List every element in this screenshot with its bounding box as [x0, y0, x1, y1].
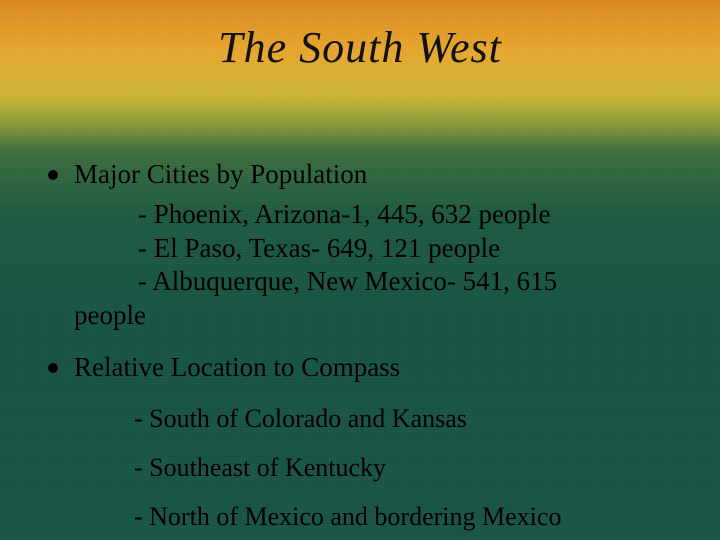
sub-line-tail: people	[74, 299, 680, 333]
sub-line: - Albuquerque, New Mexico- 541, 615	[138, 265, 680, 299]
bullet-icon	[48, 363, 58, 373]
bullet-item: Relative Location to Compass	[48, 351, 680, 385]
bullet-icon	[48, 170, 58, 180]
sub-line: - North of Mexico and bordering Mexico	[134, 501, 680, 532]
slide-content: Major Cities by Population - Phoenix, Ar…	[48, 158, 680, 532]
sub-line: - Phoenix, Arizona-1, 445, 632 people	[138, 198, 680, 232]
section-heading: Major Cities by Population	[74, 158, 367, 192]
bullet-item: Major Cities by Population	[48, 158, 680, 192]
slide: The South West Major Cities by Populatio…	[0, 0, 720, 540]
sub-line: - Southeast of Kentucky	[134, 452, 680, 483]
slide-title: The South West	[0, 22, 720, 73]
section: Relative Location to Compass - South of …	[48, 351, 680, 532]
section-heading: Relative Location to Compass	[74, 351, 400, 385]
sub-line: - El Paso, Texas- 649, 121 people	[138, 232, 680, 266]
sub-line: - South of Colorado and Kansas	[134, 403, 680, 434]
